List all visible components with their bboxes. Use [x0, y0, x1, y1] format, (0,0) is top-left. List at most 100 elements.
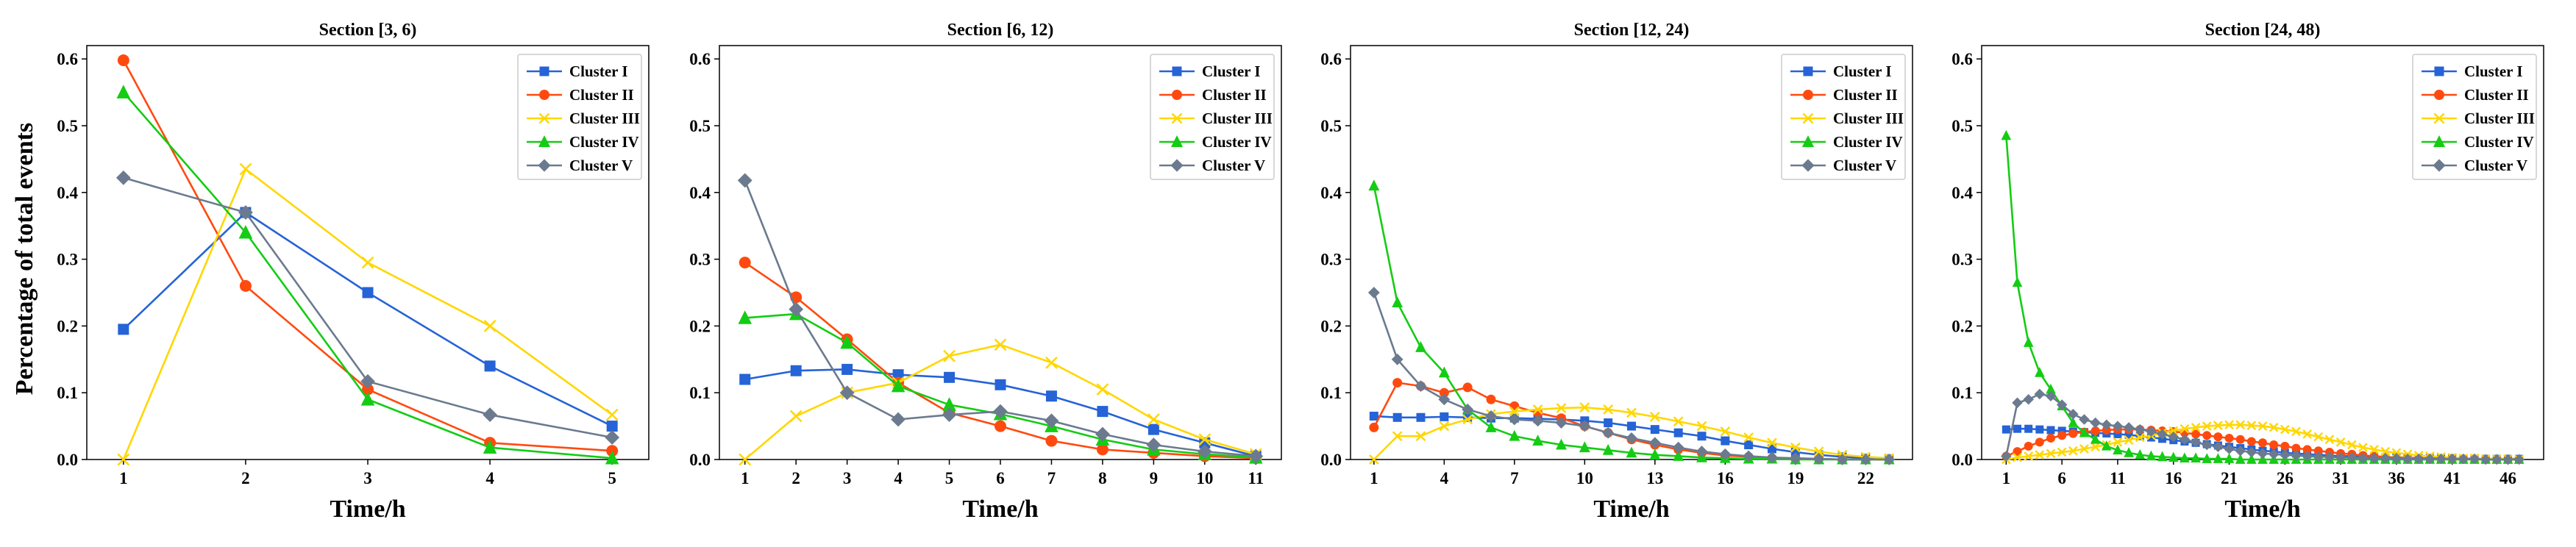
y-tick-label: 0.0 [689, 451, 711, 469]
x-tick-label: 36 [2388, 469, 2405, 487]
data-point [2012, 276, 2023, 287]
chart-panel-4: Section [24, 48)0.00.10.20.30.40.50.61 6 1… [1951, 21, 2544, 523]
series-cluster-v [2001, 388, 2525, 465]
data-point [238, 205, 253, 220]
data-point [1604, 418, 1613, 428]
data-point [2346, 452, 2358, 463]
series-cluster-v [1367, 287, 1896, 465]
legend-marker [1171, 112, 1183, 124]
x-axis-label: Time/h [330, 496, 405, 523]
data-point [2458, 453, 2469, 465]
data-point [1508, 413, 1520, 426]
data-point [2057, 431, 2067, 440]
data-point [1673, 450, 1684, 461]
data-point [2191, 452, 2201, 463]
data-point [2113, 429, 2122, 438]
data-point [2146, 433, 2155, 442]
data-point [2224, 453, 2235, 463]
data-point [891, 412, 905, 427]
y-tick-label: 0.4 [1320, 184, 1342, 202]
data-point [2135, 432, 2145, 443]
data-point [2313, 432, 2324, 442]
legend-marker [1801, 159, 1815, 172]
legend-marker [538, 159, 551, 172]
data-point [1697, 432, 1707, 441]
y-tick-label: 0.3 [689, 251, 711, 269]
x-tick-label: 11 [2110, 469, 2126, 487]
data-point [360, 391, 375, 406]
data-point [2101, 440, 2112, 451]
data-point [2235, 420, 2246, 430]
data-point [483, 407, 497, 423]
series-cluster-i [739, 363, 1262, 462]
data-point [1391, 353, 1403, 365]
x-tick-label: 3 [843, 469, 852, 487]
legend-label: Cluster III [2464, 110, 2535, 127]
data-point [116, 85, 131, 99]
data-point [2213, 453, 2224, 463]
data-point [1860, 454, 1872, 465]
legend-marker [1803, 66, 1813, 76]
x-tick-label: 26 [2277, 469, 2294, 487]
data-point [1720, 426, 1731, 437]
y-tick-label: 0.4 [1951, 184, 1973, 202]
data-point [605, 450, 619, 465]
data-point [1415, 380, 1427, 393]
y-tick-label: 0.2 [1951, 317, 1973, 335]
data-point [790, 365, 802, 376]
data-point [2135, 432, 2144, 440]
data-point [2023, 394, 2034, 405]
data-point [1197, 444, 1212, 460]
data-point [2269, 440, 2279, 450]
series-line [2005, 135, 2519, 461]
data-point [2091, 442, 2101, 452]
data-point [2447, 453, 2458, 465]
y-tick-label: 0.1 [1951, 384, 1973, 402]
data-point [1045, 356, 1058, 369]
data-point [2157, 429, 2168, 440]
data-point [2391, 448, 2402, 458]
data-point [2436, 453, 2447, 465]
data-point [2068, 408, 2079, 420]
data-point [1532, 435, 1544, 446]
data-point [1415, 341, 1426, 352]
data-point [2424, 453, 2436, 465]
data-point [2101, 419, 2113, 431]
data-point [2146, 450, 2157, 461]
data-point [1648, 437, 1661, 449]
x-tick-label: 16 [2165, 469, 2182, 487]
legend: Cluster I Cluster II Cluster III Cluster IV… [1781, 54, 1906, 180]
data-point [2079, 414, 2090, 425]
data-point [842, 363, 853, 375]
data-point [2224, 420, 2234, 430]
legend-box [1150, 54, 1275, 180]
legend-marker [2434, 66, 2444, 76]
data-point [2013, 447, 2022, 457]
data-point [605, 430, 620, 445]
data-point [2369, 452, 2380, 464]
data-point [2235, 445, 2246, 457]
data-point [839, 385, 855, 401]
data-point [2001, 451, 2012, 462]
legend-label: Cluster V [569, 157, 633, 174]
x-tick-label: 21 [2221, 469, 2238, 487]
data-point [2324, 435, 2335, 445]
x-tick-label: 5 [945, 469, 954, 487]
legend-marker [538, 135, 551, 148]
data-point [738, 310, 752, 324]
x-tick-label: 4 [485, 469, 494, 487]
data-point [2035, 437, 2044, 447]
data-point [2369, 444, 2379, 454]
data-point [1439, 387, 1449, 398]
data-point [1603, 404, 1614, 415]
data-point [840, 335, 854, 349]
series-cluster-iv [116, 85, 619, 465]
data-point [1556, 403, 1567, 413]
data-point [1462, 403, 1474, 415]
data-point [1649, 412, 1660, 422]
data-point [1096, 383, 1109, 396]
data-point [2258, 438, 2267, 448]
x-tick-label: 1 [119, 469, 128, 487]
x-tick-label: 1 [741, 469, 750, 487]
